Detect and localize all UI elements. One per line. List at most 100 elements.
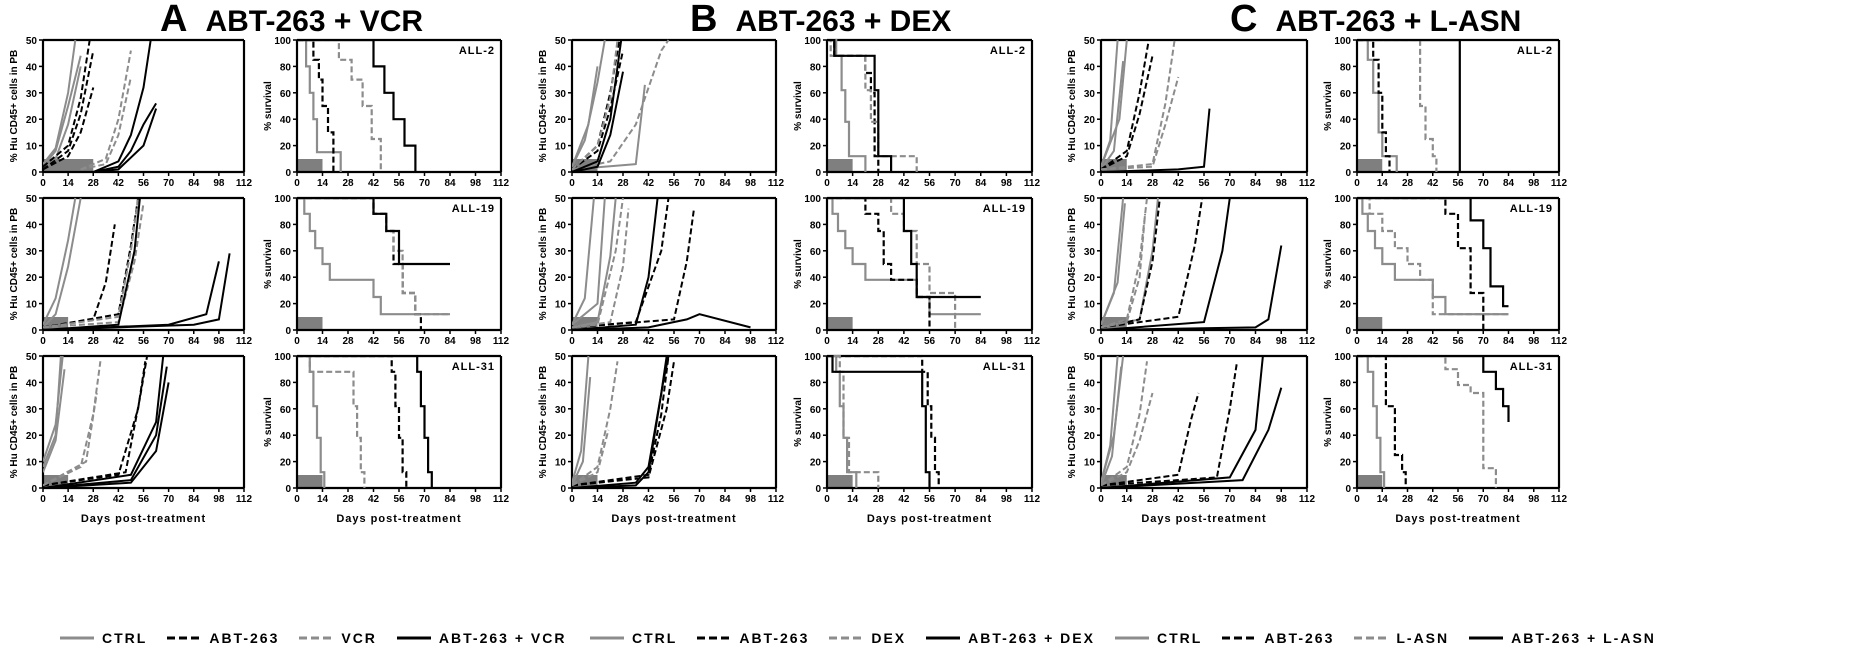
series-line-drug — [1101, 76, 1180, 171]
y-tick-label: 80 — [810, 378, 822, 389]
hu-chart: 0 10 20 30 40 50 0 14 28 42 56 70 84 98 112 % Hu CD45+ … — [1067, 352, 1316, 525]
x-tick-label: 0 — [1354, 494, 1360, 505]
y-tick-label: 20 — [280, 142, 292, 153]
x-tick-label: 42 — [113, 494, 125, 505]
legend-item-combo: ABT-263 + DEX — [926, 630, 1095, 646]
y-tick-label: 0 — [1345, 168, 1351, 179]
series-line-abt-263 — [572, 355, 670, 487]
x-tick-label: 28 — [617, 178, 629, 189]
plot-area — [43, 355, 170, 488]
treatment-window-bar — [297, 159, 323, 172]
plot-area — [572, 355, 675, 488]
x-tick-label: 70 — [694, 178, 706, 189]
treatment-window-bar — [297, 475, 323, 488]
x-tick-label: 56 — [138, 336, 150, 347]
x-tick-label: 112 — [1551, 336, 1568, 347]
y-tick-label: 10 — [555, 142, 567, 153]
x-tick-label: 14 — [592, 494, 604, 505]
y-tick-label: 40 — [1084, 62, 1096, 73]
y-tick-label: 0 — [1345, 484, 1351, 495]
legend-item-drug: L-ASN — [1354, 630, 1449, 646]
series-line-drug — [1101, 361, 1148, 487]
series-line-ctrl — [43, 355, 62, 468]
y-tick-label: 0 — [31, 484, 37, 495]
series-line-drug — [572, 361, 619, 487]
y-tick-label: 100 — [274, 36, 291, 47]
series-line-drug — [1101, 392, 1154, 487]
x-tick-label: 14 — [317, 178, 329, 189]
panel-treatment: ABT-263 + DEX — [735, 5, 952, 38]
y-tick-label: 20 — [1340, 300, 1352, 311]
survival-step-ctrl — [297, 355, 326, 488]
series-line-drug — [43, 203, 145, 329]
x-tick-label: 70 — [950, 494, 962, 505]
y-tick-label: 50 — [555, 194, 567, 205]
series-line-ctrl — [572, 355, 590, 483]
panel-letter: C — [1230, 0, 1258, 40]
x-axis-label: Days post-treatment — [336, 513, 461, 525]
x-tick-label: 56 — [1198, 494, 1210, 505]
x-tick-label: 0 — [1098, 494, 1104, 505]
legend-label: L-ASN — [1396, 630, 1450, 646]
plot-area — [297, 197, 450, 330]
x-tick-label: 14 — [317, 336, 329, 347]
survival-chart: 0 20 40 60 80 100 0 14 28 42 56 70 84 98 112 % survival… — [263, 352, 510, 525]
x-tick-label: 70 — [1478, 494, 1490, 505]
legend-item-combo: ABT-263 + VCR — [396, 630, 567, 646]
survival-step-abt-263 — [827, 355, 940, 488]
series-line-abt-263 — [1101, 361, 1239, 487]
x-tick-label: 28 — [1147, 336, 1159, 347]
y-tick-label: 20 — [1340, 142, 1352, 153]
x-tick-label: 56 — [138, 178, 150, 189]
series-line-combo — [93, 108, 158, 172]
y-axis-label: % Hu CD45+ cells in PB — [1067, 366, 1078, 479]
survival-step-combo — [1357, 39, 1461, 172]
x-tick-label: 84 — [1250, 494, 1262, 505]
y-tick-label: 20 — [555, 273, 567, 284]
hu-chart: 0 10 20 30 40 50 0 14 28 42 56 70 84 98 112 % Hu CD45+ … — [9, 194, 253, 347]
series-line-drug — [572, 429, 610, 487]
x-tick-label: 28 — [617, 336, 629, 347]
series-line-abt-263 — [43, 224, 116, 329]
plot-area — [43, 39, 158, 172]
survival-step-abt-263 — [297, 39, 335, 172]
y-tick-label: 50 — [555, 36, 567, 47]
x-tick-label: 0 — [569, 178, 575, 189]
x-tick-label: 28 — [617, 494, 629, 505]
series-line-drug — [572, 39, 670, 171]
y-tick-label: 60 — [280, 89, 292, 100]
y-tick-label: 20 — [810, 458, 822, 469]
y-tick-label: 40 — [26, 62, 38, 73]
legend-label: VCR — [341, 630, 377, 646]
x-tick-label: 42 — [1427, 178, 1439, 189]
x-tick-label: 84 — [1503, 494, 1515, 505]
x-tick-label: 14 — [1377, 336, 1389, 347]
series-line-combo — [1101, 108, 1211, 172]
legend-label: CTRL — [632, 630, 678, 646]
legend-label: ABT-263 — [209, 630, 280, 646]
y-tick-label: 80 — [810, 62, 822, 73]
plot-area — [1101, 197, 1283, 330]
y-tick-label: 50 — [1084, 194, 1096, 205]
survival-step-combo — [297, 39, 417, 172]
survival-step-ctrl — [1357, 39, 1398, 172]
survival-chart: 0 20 40 60 80 100 0 14 28 42 56 70 84 98 112 % survival… — [1323, 36, 1568, 189]
y-axis-label: % survival — [793, 397, 804, 447]
x-tick-label: 84 — [975, 494, 987, 505]
panel-treatment: ABT-263 + VCR — [205, 5, 424, 38]
y-tick-label: 20 — [1084, 115, 1096, 126]
y-tick-label: 100 — [804, 194, 821, 205]
x-tick-label: 14 — [847, 494, 859, 505]
survival-chart: 0 20 40 60 80 100 0 14 28 42 56 70 84 98 112 % survival… — [793, 194, 1041, 347]
y-tick-label: 40 — [1340, 115, 1352, 126]
legend-label: DEX — [871, 630, 907, 646]
series-line-ctrl — [1101, 355, 1125, 483]
x-tick-label: 56 — [1452, 178, 1464, 189]
series-line-drug — [572, 208, 630, 329]
y-tick-label: 60 — [280, 405, 292, 416]
x-tick-label: 84 — [975, 178, 987, 189]
x-tick-label: 14 — [63, 494, 75, 505]
x-tick-label: 14 — [592, 336, 604, 347]
series-line-ctrl — [43, 55, 82, 168]
y-tick-label: 40 — [555, 220, 567, 231]
